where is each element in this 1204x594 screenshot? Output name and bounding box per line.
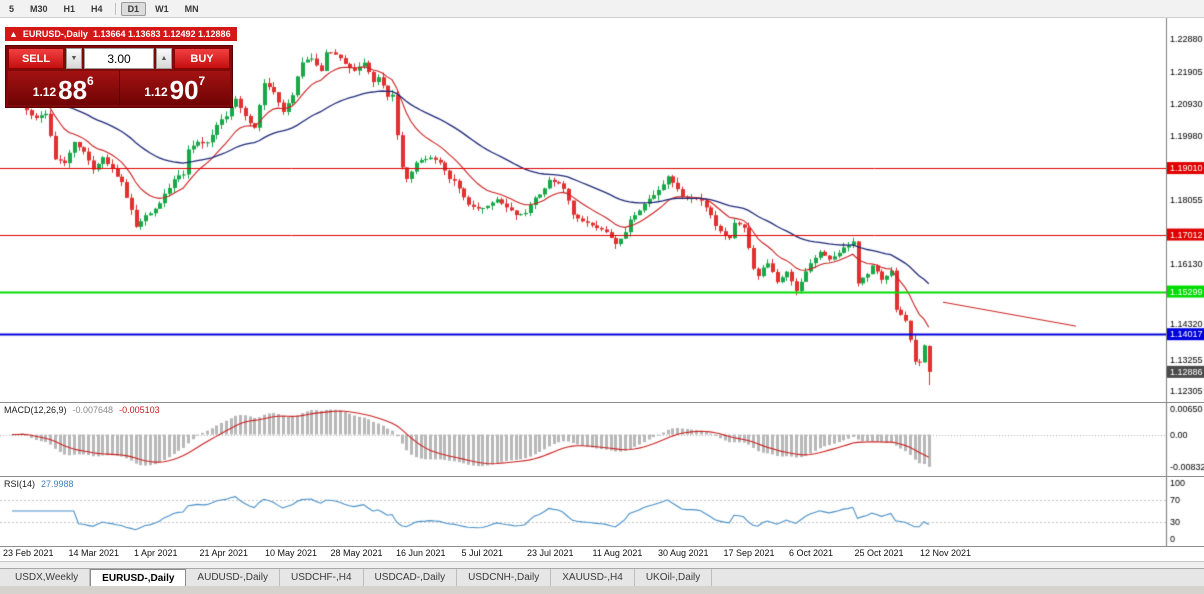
ask-pip-digit: 7 (198, 74, 206, 88)
rsi-name: RSI(14) (4, 479, 36, 489)
time-axis: 23 Feb 2021 14 Mar 2021 1 Apr 2021 21 Apr 2… (0, 546, 1204, 561)
chart-tab-audusd-daily[interactable]: AUDUSD-,Daily (186, 569, 280, 586)
bid-price[interactable]: 1.12 88 6 (8, 71, 120, 105)
rsi-canvas[interactable] (0, 477, 1204, 546)
rsi-value: 27.9988 (41, 479, 74, 489)
trade-controls-row: SELL ▼ 3.00 ▲ BUY (8, 48, 230, 69)
horizontal-scrollbar[interactable] (0, 561, 1204, 568)
chart-tab-usdcad-daily[interactable]: USDCAD-,Daily (364, 569, 458, 586)
date-label: 1 Apr 2021 (134, 548, 178, 558)
bid-ask-display: 1.12 88 6 1.12 90 7 (8, 71, 230, 105)
date-label: 6 Oct 2021 (789, 548, 834, 558)
ask-price[interactable]: 1.12 90 7 (120, 71, 231, 105)
ask-big-digits: 90 (169, 75, 199, 105)
macd-signal-value: -0.005103 (119, 405, 160, 415)
timeframe-button-h4[interactable]: H4 (91, 3, 103, 14)
macd-main-value: -0.007648 (72, 405, 114, 415)
chart-tab-usdx-weekly[interactable]: USDX,Weekly (4, 569, 91, 586)
chart-tabs-bar: USDX,Weekly EURUSD-,Daily AUDUSD-,Daily USD… (0, 568, 1204, 586)
timeframe-button-mn[interactable]: MN (184, 3, 199, 14)
date-label: 12 Nov 2021 (920, 548, 972, 558)
sell-button[interactable]: SELL (8, 48, 64, 69)
date-label: 16 Jun 2021 (396, 548, 446, 558)
date-label: 28 May 2021 (330, 548, 383, 558)
date-label: 21 Apr 2021 (199, 548, 249, 558)
chart-tab-eurusd-daily[interactable]: EURUSD-,Daily (90, 569, 187, 586)
timeframe-button-h1[interactable]: H1 (63, 3, 76, 14)
chart-tab-usdchf-h4[interactable]: USDCHF-,H4 (280, 569, 364, 586)
macd-label: MACD(12,26,9) -0.007648 -0.005103 (4, 405, 160, 415)
status-bar (0, 586, 1204, 594)
symbol-banner: ▲ EURUSD-,Daily 1.13664 1.13683 1.12492 … (5, 27, 237, 41)
bid-big-digits: 88 (58, 75, 88, 105)
volume-input[interactable]: 3.00 (84, 48, 154, 69)
rsi-label: RSI(14) 27.9988 (4, 479, 74, 489)
date-label: 25 Oct 2021 (854, 548, 904, 558)
macd-canvas[interactable] (0, 403, 1204, 476)
chart-tab-usdcnh-daily[interactable]: USDCNH-,Daily (457, 569, 552, 586)
date-label: 23 Feb 2021 (3, 548, 54, 558)
date-label: 17 Sep 2021 (723, 548, 775, 558)
toolbar-separator (114, 2, 116, 15)
ask-prefix: 1.12 (144, 85, 168, 99)
timeframe-button-5[interactable]: 5 (9, 3, 15, 14)
date-label: 23 Jul 2021 (527, 548, 574, 558)
volume-decrease-button[interactable]: ▼ (66, 48, 82, 69)
banner-ohlc-values: 1.13664 1.13683 1.12492 1.12886 (92, 29, 231, 39)
price-pane: ▲ EURUSD-,Daily 1.13664 1.13683 1.12492 … (0, 18, 1204, 402)
chart-tab-ukoil-daily[interactable]: UKOil-,Daily (635, 569, 713, 586)
banner-symbol-label: EURUSD-,Daily (22, 29, 88, 39)
macd-name: MACD(12,26,9) (4, 405, 67, 415)
volume-increase-button[interactable]: ▲ (156, 48, 172, 69)
buy-button[interactable]: BUY (174, 48, 230, 69)
timeframe-button-m30[interactable]: M30 (30, 3, 48, 14)
date-label: 30 Aug 2021 (658, 548, 709, 558)
timeframe-toolbar: 5 M30 H1 H4 D1 W1 MN (0, 0, 1204, 18)
macd-pane: MACD(12,26,9) -0.007648 -0.005103 (0, 402, 1204, 476)
date-label: 11 Aug 2021 (592, 548, 643, 558)
date-label: 14 Mar 2021 (68, 548, 120, 558)
bid-prefix: 1.12 (32, 85, 57, 99)
banner-arrow-icon: ▲ (9, 29, 18, 39)
date-label: 10 May 2021 (265, 548, 318, 558)
timeframe-button-w1[interactable]: W1 (155, 3, 169, 14)
timeframe-button-d1[interactable]: D1 (120, 1, 147, 16)
rsi-pane: RSI(14) 27.9988 (0, 476, 1204, 546)
one-click-trade-panel: SELL ▼ 3.00 ▲ BUY 1.12 88 6 1.12 90 7 (5, 45, 233, 108)
bid-pip-digit: 6 (87, 74, 94, 88)
chart-tab-xauusd-h4[interactable]: XAUUSD-,H4 (551, 569, 635, 586)
date-label: 5 Jul 2021 (461, 548, 504, 558)
